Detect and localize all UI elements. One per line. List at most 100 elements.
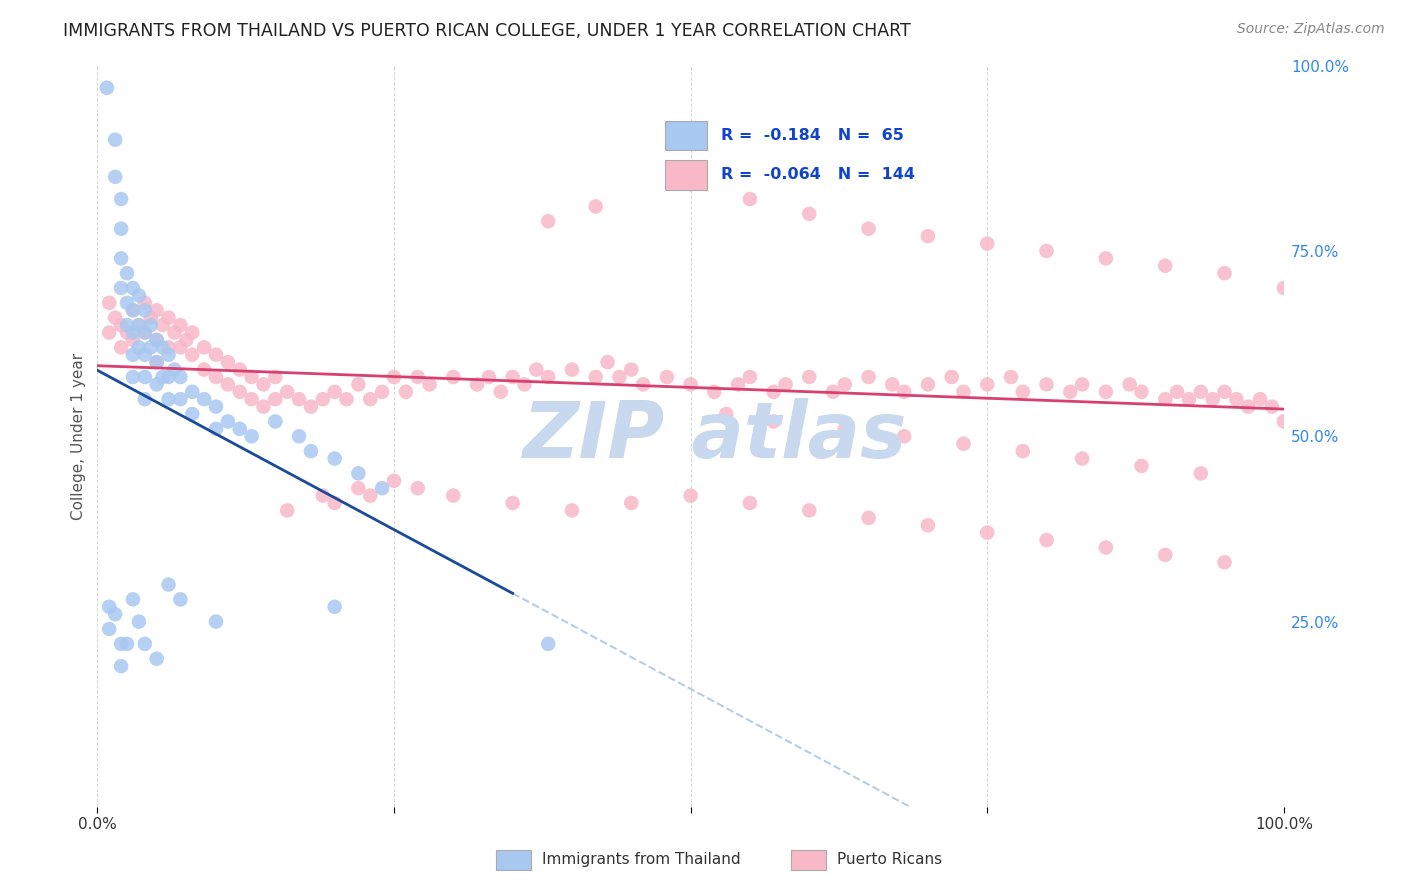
Point: [917, 518, 939, 533]
Point: [134, 348, 156, 362]
Point: [115, 296, 138, 310]
Point: [419, 377, 441, 392]
Point: [134, 326, 156, 340]
Point: [1154, 548, 1177, 562]
Point: [1011, 444, 1033, 458]
Point: [323, 599, 346, 614]
Point: [478, 370, 501, 384]
Point: [620, 496, 643, 510]
Point: [104, 607, 127, 622]
Point: [738, 496, 761, 510]
Text: R =  -0.064   N =  144: R = -0.064 N = 144: [721, 168, 914, 182]
Point: [441, 489, 464, 503]
Point: [441, 370, 464, 384]
Point: [537, 214, 560, 228]
Point: [1178, 392, 1201, 407]
Point: [882, 377, 904, 392]
Point: [104, 133, 127, 147]
Point: [1272, 281, 1295, 295]
Point: [122, 303, 145, 318]
Point: [335, 392, 357, 407]
Point: [157, 370, 180, 384]
Point: [406, 481, 429, 495]
Point: [276, 384, 298, 399]
Point: [157, 577, 180, 591]
Point: [323, 451, 346, 466]
Point: [122, 370, 145, 384]
Point: [1118, 377, 1140, 392]
Point: [799, 503, 821, 517]
Point: [976, 525, 998, 540]
Point: [585, 199, 607, 213]
Point: [347, 377, 370, 392]
Text: Immigrants from Thailand: Immigrants from Thailand: [541, 853, 741, 867]
Point: [1213, 266, 1236, 280]
Point: [115, 318, 138, 332]
Point: [157, 340, 180, 354]
Point: [181, 384, 204, 399]
Point: [163, 326, 186, 340]
Point: [96, 80, 118, 95]
Point: [347, 467, 370, 481]
Point: [299, 400, 322, 414]
Point: [134, 296, 156, 310]
Point: [98, 326, 121, 340]
Point: [1237, 400, 1260, 414]
Point: [537, 370, 560, 384]
Point: [205, 348, 228, 362]
Point: [139, 318, 162, 332]
Point: [727, 377, 749, 392]
Point: [205, 370, 228, 384]
Point: [169, 340, 191, 354]
Point: [502, 370, 524, 384]
Point: [631, 377, 654, 392]
Point: [312, 392, 335, 407]
Point: [917, 377, 939, 392]
Point: [152, 370, 174, 384]
Point: [359, 392, 381, 407]
Point: [1130, 458, 1153, 473]
Point: [716, 407, 738, 421]
Point: [98, 599, 121, 614]
Point: [561, 503, 583, 517]
Point: [1035, 244, 1057, 258]
FancyBboxPatch shape: [665, 120, 707, 150]
Point: [122, 333, 145, 347]
Point: [834, 377, 856, 392]
Point: [1130, 384, 1153, 399]
Point: [128, 288, 150, 302]
Point: [609, 370, 631, 384]
Point: [169, 392, 191, 407]
Point: [145, 355, 167, 369]
Point: [703, 384, 725, 399]
Point: [1059, 384, 1081, 399]
Point: [347, 481, 370, 495]
Point: [1071, 377, 1094, 392]
Point: [917, 229, 939, 244]
Point: [1213, 555, 1236, 569]
Point: [323, 384, 346, 399]
Point: [312, 489, 335, 503]
Point: [1154, 392, 1177, 407]
Point: [1202, 392, 1225, 407]
Point: [128, 340, 150, 354]
Point: [205, 615, 228, 629]
Point: [104, 169, 127, 184]
Point: [217, 377, 239, 392]
Point: [110, 192, 132, 206]
Point: [217, 414, 239, 428]
Y-axis label: College, Under 1 year: College, Under 1 year: [72, 352, 86, 520]
Point: [1000, 370, 1022, 384]
Point: [139, 310, 162, 325]
Point: [1272, 414, 1295, 428]
Point: [128, 615, 150, 629]
Point: [240, 370, 263, 384]
Point: [299, 444, 322, 458]
Point: [1225, 392, 1247, 407]
Point: [858, 511, 880, 525]
FancyBboxPatch shape: [665, 160, 707, 190]
Point: [240, 429, 263, 443]
Point: [858, 221, 880, 235]
Point: [834, 422, 856, 436]
Point: [134, 370, 156, 384]
